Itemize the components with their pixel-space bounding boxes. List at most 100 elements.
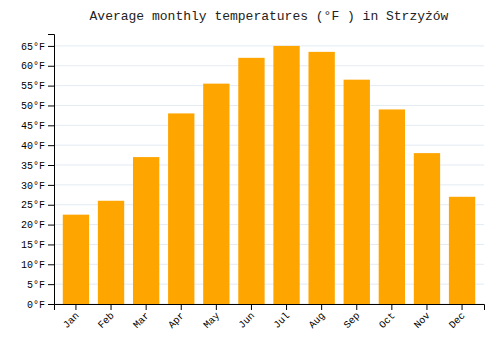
tick-label: Dec: [447, 310, 468, 331]
tick-mark: [251, 304, 252, 310]
tick-label: 40°F: [21, 141, 45, 152]
bar: [168, 113, 194, 304]
tick: 35°F: [21, 161, 54, 172]
bar: [449, 197, 475, 304]
bar: [344, 80, 370, 304]
tick-mark: [48, 145, 54, 146]
tick: 10°F: [21, 260, 54, 271]
tick-label: 55°F: [21, 81, 45, 92]
tick-label: Jun: [237, 310, 258, 331]
bar: [414, 153, 440, 304]
tick: Jul: [272, 304, 293, 331]
tick-mark: [48, 244, 54, 245]
axis-line: [55, 305, 485, 311]
tick: 20°F: [21, 220, 54, 231]
tick: Jun: [237, 304, 258, 331]
tick-label: 5°F: [27, 280, 45, 291]
grid: [54, 46, 484, 304]
tick-mark: [181, 304, 182, 310]
bar: [133, 157, 159, 304]
bar: [63, 215, 89, 304]
tick-label: Mar: [131, 310, 152, 331]
bar: [238, 58, 264, 304]
axis-line: [48, 35, 55, 305]
tick-mark: [48, 264, 54, 265]
tick-label: 30°F: [21, 181, 45, 192]
tick: Aug: [307, 304, 328, 331]
plot: 0°F 5°F 10°F 15°F 20°F 25°F 30°F 35°F 40°F 45°F 50…: [21, 35, 485, 331]
grid-line: [54, 85, 484, 86]
tick-label: Apr: [166, 310, 187, 331]
tick: 15°F: [21, 240, 54, 251]
x-axis: Jan Feb Mar Apr May Jun Jul Aug Sep Oct Nov Dec: [55, 304, 485, 331]
tick-label: Jul: [272, 310, 293, 331]
marks: [63, 46, 475, 304]
tick-label: Oct: [377, 310, 398, 331]
tick-label: 20°F: [21, 220, 45, 231]
tick-mark: [48, 185, 54, 186]
tick-label: Sep: [342, 310, 363, 331]
tick-mark: [356, 304, 357, 310]
tick-label: Jan: [61, 310, 82, 331]
tick: 55°F: [21, 81, 54, 92]
tick-mark: [111, 304, 112, 310]
tick: 50°F: [21, 101, 54, 112]
title: Average monthly temperatures (°F ) in St…: [90, 9, 449, 24]
tick-label: 35°F: [21, 161, 45, 172]
tick-mark: [48, 165, 54, 166]
bar: [308, 52, 334, 304]
tick: Nov: [412, 304, 433, 331]
tick: Feb: [96, 304, 117, 331]
bar: [379, 109, 405, 304]
tick: 25°F: [21, 200, 54, 211]
tick: 65°F: [21, 42, 54, 53]
tick-mark: [48, 46, 54, 47]
tick-mark: [391, 304, 392, 310]
bar: [273, 46, 299, 304]
y-axis: 0°F 5°F 10°F 15°F 20°F 25°F 30°F 35°F 40°F 45°F 50…: [21, 35, 55, 311]
tick: 60°F: [21, 61, 54, 72]
tick-mark: [426, 304, 427, 310]
tick-mark: [216, 304, 217, 310]
tick-label: Feb: [96, 310, 117, 331]
tick-mark: [48, 105, 54, 106]
tick-mark: [48, 284, 54, 285]
tick-label: Aug: [307, 310, 328, 331]
tick-mark: [48, 125, 54, 126]
tick-mark: [48, 86, 54, 87]
grid-line: [54, 125, 484, 126]
tick: 40°F: [21, 141, 54, 152]
tick: Dec: [447, 304, 468, 331]
tick: Jan: [61, 304, 82, 331]
tick-label: 0°F: [27, 300, 45, 311]
tick: 30°F: [21, 181, 54, 192]
tick-mark: [48, 304, 54, 305]
tick: Mar: [131, 304, 152, 331]
tick: 5°F: [27, 280, 54, 291]
tick-label: 50°F: [21, 101, 45, 112]
tick-label: 65°F: [21, 42, 45, 53]
tick: May: [201, 304, 222, 331]
grid-line: [54, 65, 484, 66]
tick: Sep: [342, 304, 363, 331]
tick-mark: [146, 304, 147, 310]
tick-label: 45°F: [21, 121, 45, 132]
tick-mark: [48, 225, 54, 226]
tick-mark: [321, 304, 322, 310]
tick-mark: [48, 205, 54, 206]
tick-mark: [75, 304, 76, 310]
bar: [203, 84, 229, 304]
grid-line: [54, 45, 484, 46]
tick-label: 10°F: [21, 260, 45, 271]
tick-mark: [286, 304, 287, 310]
tick-label: 60°F: [21, 61, 45, 72]
tick-label: 25°F: [21, 200, 45, 211]
bar: [98, 201, 124, 304]
tick: Apr: [166, 304, 187, 331]
grid-line: [54, 145, 484, 146]
grid-line: [54, 105, 484, 106]
tick-mark: [462, 304, 463, 310]
tick: 45°F: [21, 121, 54, 132]
tick-mark: [48, 66, 54, 67]
chart: 0°F 5°F 10°F 15°F 20°F 25°F 30°F 35°F 40°F 45°F 50…: [0, 0, 500, 350]
